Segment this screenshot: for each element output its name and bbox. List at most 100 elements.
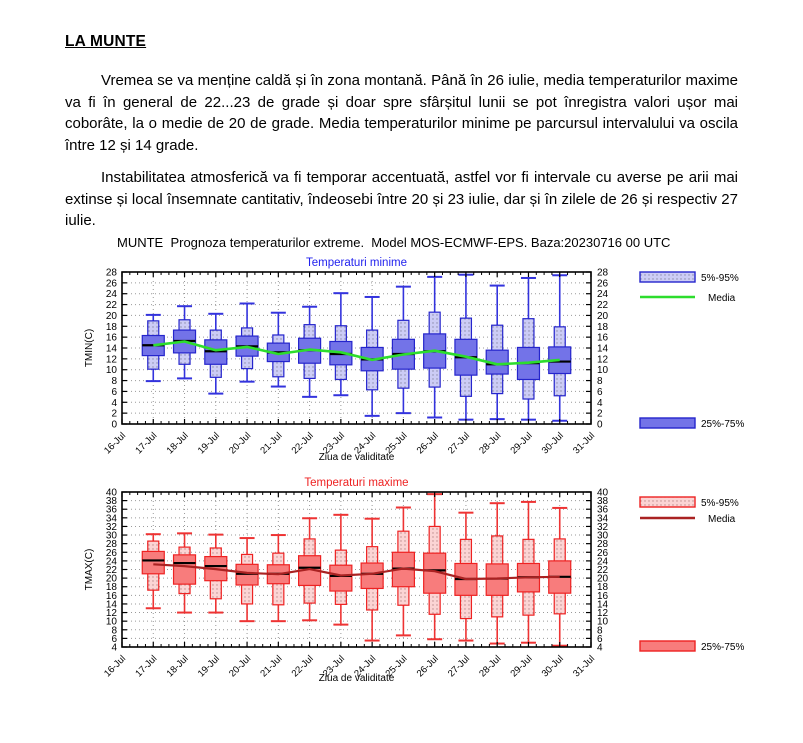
y-tick-label: 4	[597, 398, 603, 409]
y-tick-label: 2	[597, 409, 603, 420]
y-tick-label: 8	[597, 625, 603, 636]
y-tick-label: 26	[106, 548, 118, 559]
boxplot-day-group	[423, 493, 447, 641]
y-tick-label: 8	[111, 376, 117, 387]
y-tick-label: 20	[597, 311, 609, 322]
x-tick-label: 29-Jul	[509, 430, 535, 456]
y-tick-label: 20	[106, 311, 118, 322]
y-tick-label: 10	[106, 617, 118, 628]
y-tick-label: 18	[597, 322, 609, 333]
y-tick-label: 22	[597, 565, 609, 576]
boxplot-day-group	[548, 274, 572, 422]
y-axis-label: TMAX(C)	[84, 549, 95, 591]
x-tick-label: 29-Jul	[509, 653, 535, 679]
x-tick-label: 30-Jul	[540, 653, 566, 679]
y-tick-label: 36	[106, 505, 118, 516]
boxplot-day-group	[485, 284, 509, 421]
y-tick-label: 0	[597, 420, 603, 431]
x-tick-label: 27-Jul	[446, 430, 472, 456]
x-tick-label: 17-Jul	[133, 653, 159, 679]
y-tick-label: 26	[597, 278, 609, 289]
x-tick-label: 28-Jul	[477, 653, 503, 679]
y-tick-label: 20	[597, 574, 609, 585]
y-tick-label: 24	[106, 556, 118, 567]
y-tick-label: 40	[106, 488, 118, 499]
y-tick-label: 12	[597, 608, 609, 619]
y-tick-label: 16	[106, 591, 118, 602]
boxplot-day-group	[485, 502, 509, 645]
mean-line	[153, 340, 560, 366]
legend: 5%-95% Media 25%-75%	[639, 496, 744, 653]
boxplot-day-group	[329, 513, 353, 626]
y-tick-label: 8	[111, 625, 117, 636]
boxplot-day-group	[204, 533, 228, 614]
y-tick-label: 18	[106, 322, 118, 333]
y-tick-label: 26	[597, 548, 609, 559]
x-tick-label: 31-Jul	[571, 653, 597, 679]
y-tick-label: 22	[106, 300, 118, 311]
x-tick-label: 16-Jul	[102, 430, 128, 456]
y-tick-label: 38	[106, 496, 118, 507]
boxplot-day-group	[141, 533, 165, 610]
y-tick-label: 12	[597, 354, 609, 365]
y-tick-label: 28	[106, 268, 118, 279]
boxplot-day-group	[391, 285, 415, 415]
x-tick-label: 26-Jul	[415, 430, 441, 456]
x-tick-label: 20-Jul	[227, 653, 253, 679]
x-tick-label: 28-Jul	[477, 430, 503, 456]
y-tick-label: 2	[111, 409, 117, 420]
x-tick-label: 18-Jul	[165, 430, 191, 456]
y-tick-label: 18	[597, 582, 609, 593]
x-axis-label: Ziua de validitate	[319, 452, 395, 463]
y-tick-label: 16	[597, 591, 609, 602]
forecast-paragraph-2: Instabilitatea atmosferică va fi tempora…	[65, 169, 738, 229]
y-tick-label: 4	[111, 643, 117, 654]
x-tick-label: 26-Jul	[415, 653, 441, 679]
y-tick-label: 28	[597, 268, 609, 279]
legend-label-25-75: 25%-75%	[701, 642, 744, 653]
y-tick-label: 12	[106, 354, 118, 365]
y-tick-label: 32	[597, 522, 609, 533]
y-tick-label: 10	[597, 365, 609, 376]
x-tick-label: 22-Jul	[290, 653, 316, 679]
boxplot-series	[141, 493, 572, 647]
boxplot-day-group	[266, 534, 290, 623]
boxplot-day-group	[423, 275, 447, 419]
y-tick-label: 22	[597, 300, 609, 311]
y-tick-label: 10	[106, 365, 118, 376]
y-tick-label: 8	[597, 376, 603, 387]
x-tick-label: 21-Jul	[258, 430, 284, 456]
x-tick-label: 31-Jul	[571, 430, 597, 456]
boxplot-day-group	[235, 537, 259, 623]
legend-label-25-75: 25%-75%	[701, 419, 744, 430]
boxplot-day-group	[360, 517, 384, 642]
legend: 5%-95% Media 25%-75%	[639, 271, 744, 430]
y-tick-label: 10	[597, 617, 609, 628]
x-tick-label: 20-Jul	[227, 430, 253, 456]
y-tick-label: 18	[106, 582, 118, 593]
x-tick-label: 16-Jul	[102, 653, 128, 679]
y-tick-label: 6	[111, 634, 117, 645]
chart-title: Temperaturi maxime	[304, 477, 408, 489]
y-tick-label: 12	[106, 608, 118, 619]
y-tick-label: 16	[106, 333, 118, 344]
y-tick-label: 28	[597, 539, 609, 550]
x-tick-label: 17-Jul	[133, 430, 159, 456]
y-tick-label: 14	[597, 599, 609, 610]
y-tick-label: 14	[106, 599, 118, 610]
chart-title: Temperaturi minime	[306, 257, 407, 269]
y-tick-label: 30	[106, 531, 118, 542]
forecast-paragraph-1: Vremea se va menține caldă și în zona mo…	[65, 72, 738, 154]
boxplot-day-group	[360, 295, 384, 417]
mean-line	[153, 563, 560, 581]
y-tick-label: 34	[106, 513, 118, 524]
legend-label-media: Media	[708, 293, 736, 304]
y-tick-label: 38	[597, 496, 609, 507]
x-tick-label: 21-Jul	[258, 653, 284, 679]
y-tick-label: 26	[106, 278, 118, 289]
y-tick-label: 14	[597, 344, 609, 355]
legend-label-media: Media	[708, 514, 736, 525]
x-axis-label: Ziua de validitate	[319, 673, 395, 684]
y-tick-label: 0	[111, 420, 117, 431]
